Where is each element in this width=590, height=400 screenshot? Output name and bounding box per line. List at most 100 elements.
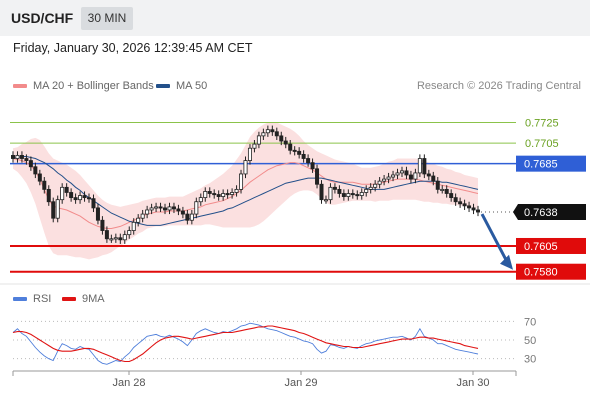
candle-body xyxy=(346,193,351,197)
candle-body xyxy=(301,153,306,159)
candle-body xyxy=(417,158,422,174)
candle-body xyxy=(24,158,29,161)
candle-body xyxy=(145,209,150,215)
candle-body xyxy=(234,188,239,193)
candle-body xyxy=(185,213,190,221)
candle-body xyxy=(158,206,163,209)
candle-body xyxy=(256,135,261,145)
candle-body xyxy=(453,197,458,203)
legend-rsi: RSI xyxy=(13,293,51,305)
rsi-tick-70: 70 xyxy=(524,316,536,328)
ma20-legend-label: MA 20 + Bollinger Bands xyxy=(33,80,154,92)
candle-body xyxy=(176,208,181,212)
ma20-swatch xyxy=(13,84,27,89)
candle-body xyxy=(462,203,467,207)
candle-body xyxy=(42,180,47,190)
candle-body xyxy=(252,143,257,149)
candle-body xyxy=(364,188,369,193)
level-label-0.7705: 0.7705 xyxy=(525,138,559,150)
candle-body xyxy=(203,191,208,199)
candle-body xyxy=(91,198,96,209)
candle-body xyxy=(55,199,60,219)
candle-body xyxy=(467,205,472,209)
candle-body xyxy=(408,174,413,180)
candles xyxy=(10,125,480,244)
candle-body xyxy=(109,238,114,241)
candle-body xyxy=(73,197,78,201)
9ma-swatch xyxy=(62,297,76,302)
candle-body xyxy=(100,219,105,231)
candle-body xyxy=(386,176,391,180)
x-tick-label: Jan 29 xyxy=(284,377,317,389)
timeframe-button[interactable]: 30 MIN xyxy=(81,7,133,30)
candle-body xyxy=(444,188,449,194)
forecast-arrow-head xyxy=(500,254,513,270)
rsi-swatch xyxy=(13,297,27,302)
candle-body xyxy=(373,183,378,188)
candle-body xyxy=(60,186,65,201)
candle-body xyxy=(292,149,297,152)
chart-datetime: Friday, January 30, 2026 12:39:45 AM CET xyxy=(13,41,253,55)
candle-body xyxy=(122,234,127,241)
legend-ma20: MA 20 + Bollinger Bands xyxy=(13,80,154,92)
candle-body xyxy=(328,186,333,201)
x-tick-label: Jan 28 xyxy=(112,377,145,389)
candle-body xyxy=(154,206,159,209)
candle-body xyxy=(82,195,87,199)
candle-body xyxy=(323,199,328,202)
candle-body xyxy=(283,140,288,145)
candle-body xyxy=(297,150,302,155)
candle-body xyxy=(435,180,440,190)
candle-body xyxy=(310,162,315,170)
candle-body xyxy=(261,132,266,137)
candle-body xyxy=(230,192,235,195)
candle-body xyxy=(315,168,320,185)
candle-body xyxy=(33,166,38,175)
bollinger-band xyxy=(13,122,478,260)
candle-body xyxy=(332,186,337,190)
level-tag-0.7685 xyxy=(516,155,586,172)
candle-body xyxy=(449,193,454,199)
candle-body xyxy=(274,131,279,137)
candle-body xyxy=(149,207,154,211)
candle-body xyxy=(426,173,431,177)
level-label-0.7605: 0.7605 xyxy=(524,241,558,253)
candle-body xyxy=(140,213,145,219)
candle-body xyxy=(404,170,409,176)
candle-body xyxy=(194,201,199,215)
candle-body xyxy=(207,191,212,194)
candle-body xyxy=(189,213,194,221)
candle-body xyxy=(104,230,109,240)
candle-body xyxy=(163,207,168,211)
last-price-tag xyxy=(513,204,586,221)
candle-body xyxy=(368,186,373,190)
candle-body xyxy=(64,186,69,193)
candle-body xyxy=(216,194,221,197)
candle-body xyxy=(359,192,364,196)
level-tag-0.7580 xyxy=(516,263,586,280)
level-label-0.7725: 0.7725 xyxy=(525,117,559,129)
rsi-series-9MA xyxy=(12,325,479,363)
candle-body xyxy=(475,209,480,213)
candle-body xyxy=(247,147,252,161)
candle-body xyxy=(19,155,24,159)
candle-body xyxy=(118,237,123,241)
candle-body xyxy=(113,237,118,240)
x-tick-label: Jan 30 xyxy=(456,377,489,389)
candle-body xyxy=(288,143,293,151)
candle-body xyxy=(28,160,33,168)
candle-body xyxy=(87,197,92,200)
ma20-line xyxy=(12,158,479,229)
symbol-label: USD/CHF xyxy=(11,10,74,26)
candle-body xyxy=(431,175,436,182)
candle-body xyxy=(221,193,226,197)
rsi-tick-50: 50 xyxy=(524,335,536,347)
rsi-legend-label: RSI xyxy=(33,293,52,305)
candle-body xyxy=(127,230,132,236)
candle-body xyxy=(319,183,324,201)
candle-body xyxy=(395,172,400,176)
candle-body xyxy=(180,210,185,215)
candle-body xyxy=(136,217,141,223)
candle-body xyxy=(413,172,418,180)
